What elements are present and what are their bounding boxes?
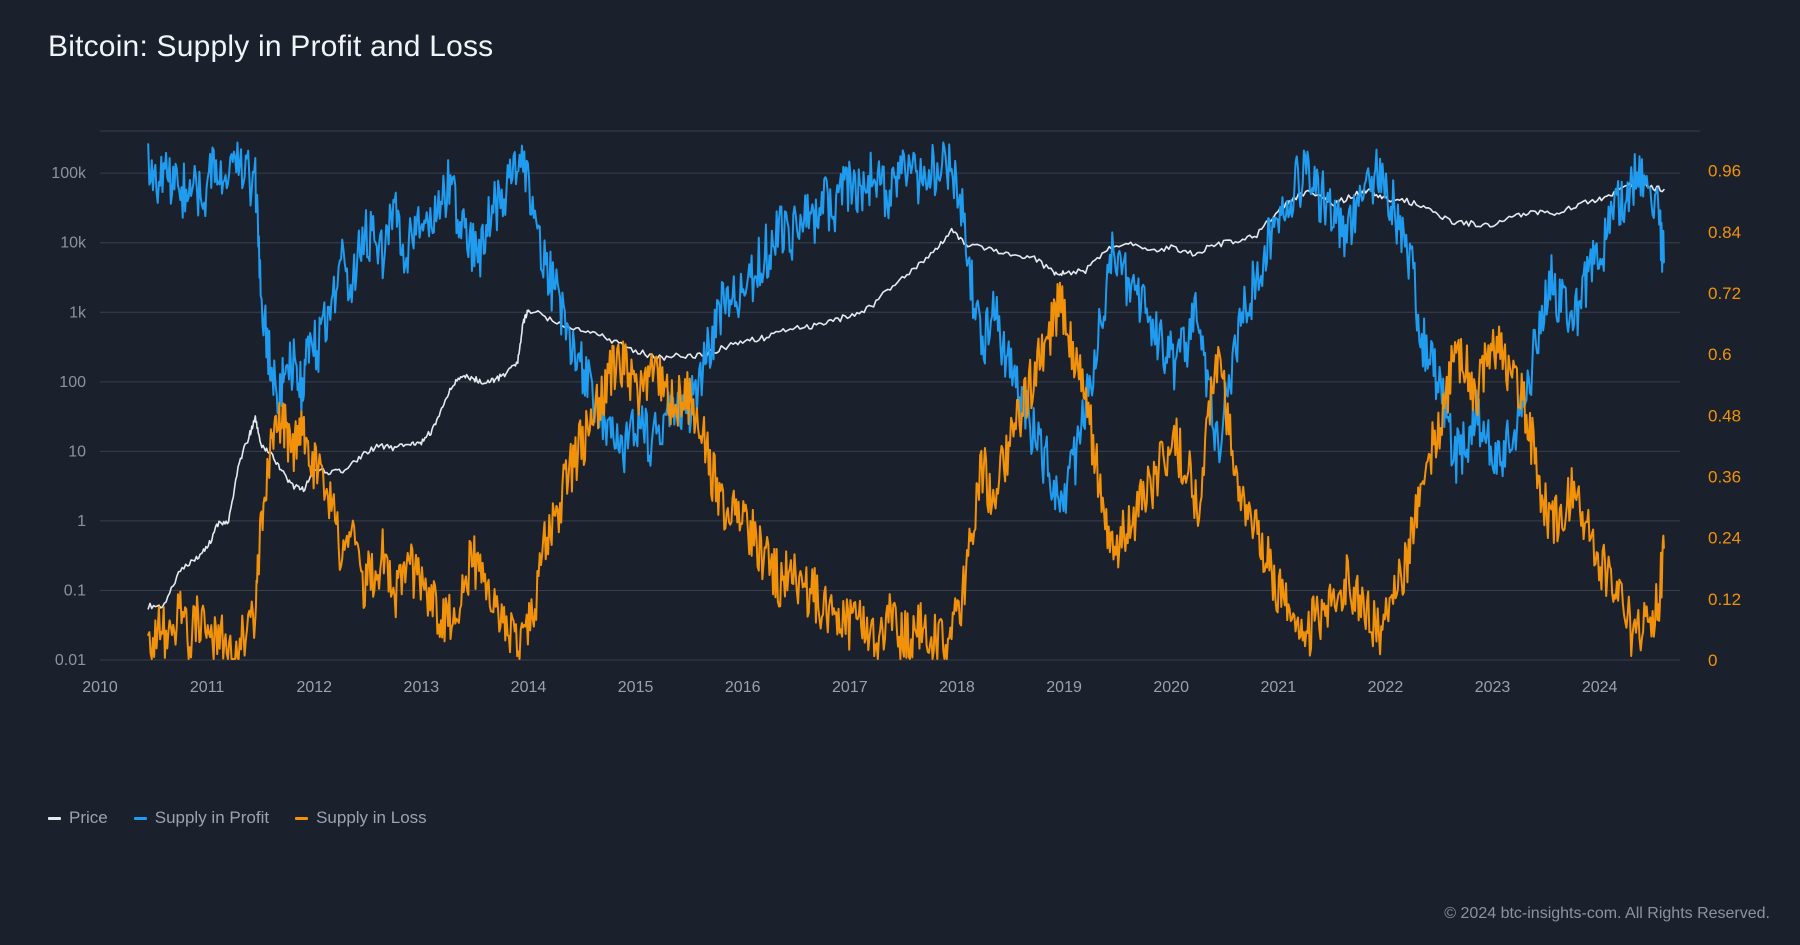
left-axis-tick: 10k: [60, 235, 87, 252]
series-line-supply-in-loss: [147, 281, 1665, 660]
series-lines: [147, 141, 1665, 660]
legend-item-price[interactable]: Price: [48, 808, 108, 828]
left-axis-tick: 100k: [51, 165, 87, 182]
legend-item-supply-in-loss[interactable]: Supply in Loss: [295, 808, 427, 828]
x-axis-tick: 2014: [511, 679, 547, 696]
legend-label: Supply in Loss: [316, 808, 427, 827]
legend-label: Price: [69, 808, 108, 827]
left-axis-tick: 1: [77, 513, 86, 530]
x-axis-tick: 2018: [939, 679, 975, 696]
right-axis-tick: 0.48: [1708, 406, 1741, 425]
x-axis-tick: 2021: [1261, 679, 1297, 696]
legend-label: Supply in Profit: [154, 808, 270, 827]
x-axis-tick: 2022: [1368, 679, 1404, 696]
x-axis-tick: 2019: [1046, 679, 1082, 696]
left-axis-tick: 100: [59, 374, 86, 391]
right-axis-tick: 0.6: [1708, 345, 1732, 364]
footer-copyright: © 2024 btc-insights-com. All Rights Rese…: [1444, 905, 1770, 922]
x-axis-tick: 2020: [1153, 679, 1189, 696]
right-axis-tick: 0.96: [1708, 162, 1741, 181]
left-axis-labels: 100k 10k 1k 100 10 1 0.1 0.01: [51, 165, 87, 669]
legend-swatch-icon: [133, 816, 147, 820]
x-axis-tick: 2010: [82, 679, 118, 696]
gridlines: [100, 130, 1700, 661]
left-axis-tick: 10: [68, 443, 86, 460]
legend-item-supply-in-profit[interactable]: Supply in Profit: [133, 808, 270, 828]
legend-swatch-icon: [295, 816, 309, 820]
left-axis-tick: 0.01: [55, 652, 86, 669]
right-axis-labels: 0.96 0.84 0.72 0.6 0.48 0.36 0.24 0.12 0: [1708, 162, 1741, 670]
right-axis-tick: 0.12: [1708, 590, 1741, 609]
legend-swatch-icon: [48, 816, 61, 820]
series-line-supply-in-profit: [147, 141, 1665, 514]
x-axis-tick: 2013: [404, 679, 440, 696]
right-axis-tick: 0: [1708, 651, 1717, 670]
left-axis-tick: 0.1: [64, 582, 86, 599]
chart-legend: Price Supply in Profit Supply in Loss: [48, 808, 427, 828]
x-axis-tick: 2011: [190, 679, 225, 696]
x-axis-tick: 2023: [1475, 679, 1511, 696]
right-axis-tick: 0.84: [1708, 223, 1741, 242]
page-title: Bitcoin: Supply in Profit and Loss: [48, 30, 494, 63]
right-axis-tick: 0.72: [1708, 284, 1741, 303]
x-axis-tick: 2016: [725, 679, 761, 696]
x-axis-tick: 2012: [296, 679, 332, 696]
x-axis-tick: 2015: [618, 679, 654, 696]
right-axis-tick: 0.36: [1708, 467, 1741, 486]
left-axis-tick: 1k: [69, 304, 87, 321]
right-axis-tick: 0.24: [1708, 529, 1741, 548]
x-axis-labels: 2010 2011 2012 2013 2014 2015 2016 2017 2018 2019…: [82, 679, 1617, 696]
x-axis-tick: 2024: [1582, 679, 1618, 696]
x-axis-tick: 2017: [832, 679, 868, 696]
